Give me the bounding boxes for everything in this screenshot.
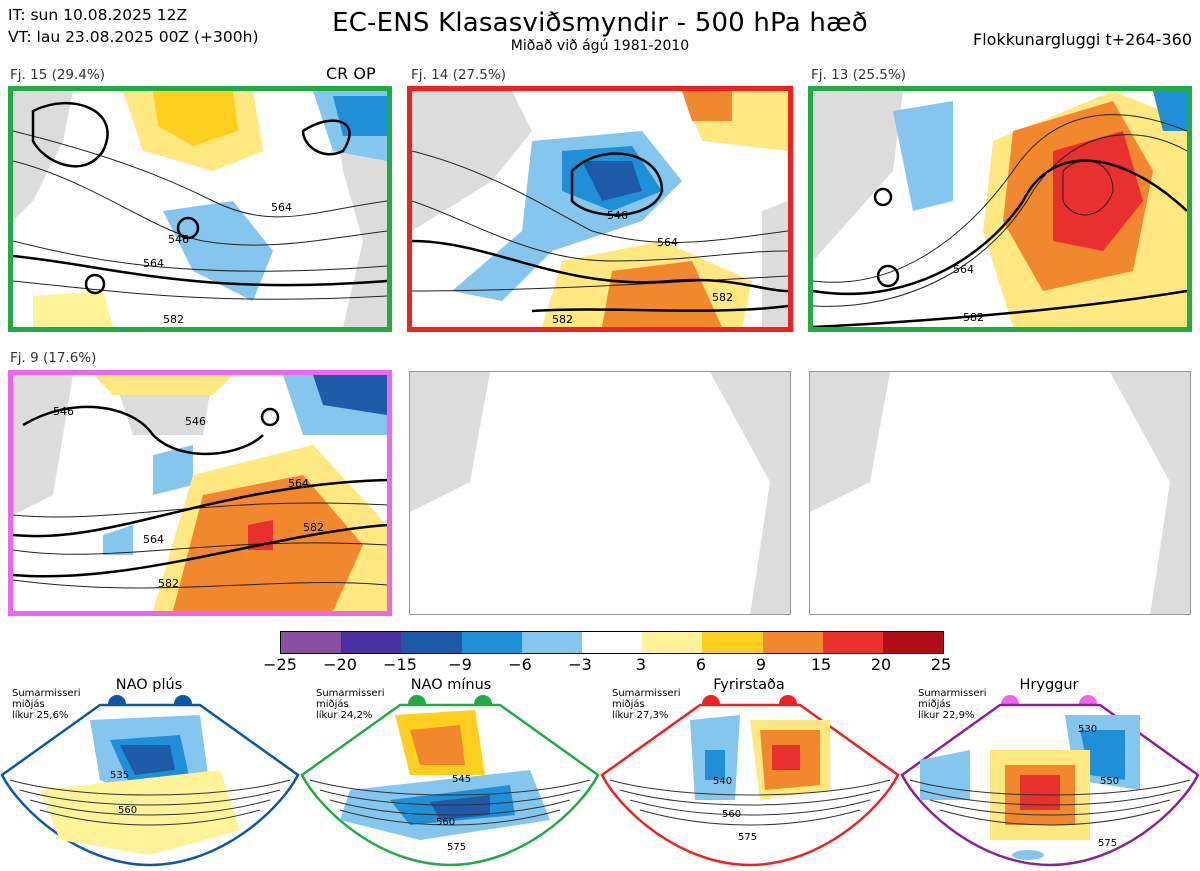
contour-label: 575 xyxy=(447,842,466,853)
colorbar-tick: 25 xyxy=(930,655,952,674)
regime-title-4: Hryggur xyxy=(1019,677,1079,693)
colorbar-tick: 3 xyxy=(635,655,647,674)
colorbar-tick: −9 xyxy=(448,655,472,674)
contour-label: 546 xyxy=(607,209,628,222)
contour-label: 582 xyxy=(552,313,573,326)
colorbar-tick: 6 xyxy=(695,655,707,674)
cluster-map-4: 546 546 564 564 582 582 xyxy=(8,370,392,616)
colorbar-tick: −15 xyxy=(383,655,417,674)
contour-label: 535 xyxy=(110,770,129,781)
header-times: IT: sun 10.08.2025 12Z VT: lau 23.08.202… xyxy=(8,4,259,48)
contour-label: 564 xyxy=(288,477,309,490)
contour-label: 560 xyxy=(118,805,137,816)
empty-map-5 xyxy=(409,371,791,615)
contour-label: 545 xyxy=(452,774,471,785)
valid-time: VT: lau 23.08.2025 00Z (+300h) xyxy=(8,28,259,46)
chart-subtitle: Miðað við ágú 1981-2010 xyxy=(510,38,690,54)
cluster-label-2: Fj. 14 (27.5%) xyxy=(411,67,506,83)
colorbar-tick: −6 xyxy=(508,655,532,674)
contour-label: 564 xyxy=(657,236,678,249)
regime-map-1: 535 560 xyxy=(0,695,300,867)
cluster-map-2: 546 564 582 582 xyxy=(407,86,793,332)
contour-label: 582 xyxy=(158,577,179,590)
colorbar xyxy=(280,631,944,654)
contour-label: 560 xyxy=(722,809,741,820)
contour-label: 575 xyxy=(1098,838,1117,849)
cluster-label-1: Fj. 15 (29.4%) xyxy=(10,67,105,83)
regime-map-2: 545 560 575 xyxy=(300,695,600,867)
colorbar-tick: 9 xyxy=(755,655,767,674)
contour-label: 530 xyxy=(1078,724,1097,735)
cluster-label-4: Fj. 9 (17.6%) xyxy=(10,350,97,366)
contour-label: 546 xyxy=(53,405,74,418)
regime-map-4: 530 550 575 xyxy=(900,695,1200,867)
colorbar-tick: −20 xyxy=(323,655,357,674)
cluster-tag-crop: CR OP xyxy=(326,64,376,83)
cluster-map-3: 564 582 xyxy=(808,86,1192,332)
contour-label: 564 xyxy=(143,257,164,270)
cluster-map-1: 546 564 564 582 xyxy=(8,86,392,332)
regime-title-1: NAO plús xyxy=(115,677,183,693)
contour-label: 582 xyxy=(712,291,733,304)
regime-info-1: Sumarmisseri miðjás líkur 25,6% xyxy=(12,688,81,721)
cluster-label-3: Fj. 13 (25.5%) xyxy=(811,67,906,83)
contour-label: 575 xyxy=(738,832,757,843)
contour-label: 546 xyxy=(185,415,206,428)
contour-label: 564 xyxy=(143,533,164,546)
regime-title-2: NAO mínus xyxy=(410,677,492,693)
regime-map-3: 540 560 575 xyxy=(600,695,900,867)
classification-window: Flokkunargluggi t+264-360 xyxy=(973,30,1192,49)
init-time: IT: sun 10.08.2025 12Z xyxy=(8,6,188,24)
empty-map-6 xyxy=(809,371,1191,615)
contour-label: 560 xyxy=(436,817,455,828)
contour-label: 564 xyxy=(271,201,292,214)
regime-info-2: Sumarmisseri miðjás líkur 24,2% xyxy=(316,688,385,721)
colorbar-tick: 20 xyxy=(870,655,892,674)
chart-title: EC-ENS Klasasviðsmyndir - 500 hPa hæð xyxy=(332,8,868,38)
contour-label: 564 xyxy=(953,263,974,276)
contour-label: 546 xyxy=(168,233,189,246)
contour-label: 582 xyxy=(303,521,324,534)
contour-label: 550 xyxy=(1100,776,1119,787)
contour-label: 582 xyxy=(963,311,984,324)
regime-title-3: Fyrirstaða xyxy=(713,677,785,693)
colorbar-tick: −25 xyxy=(263,655,297,674)
colorbar-tick: −3 xyxy=(568,655,592,674)
regime-info-3: Sumarmisseri miðjás líkur 27,3% xyxy=(612,688,681,721)
regime-info-4: Sumarmisseri miðjás líkur 22,9% xyxy=(918,688,987,721)
colorbar-tick: 15 xyxy=(810,655,832,674)
contour-label: 540 xyxy=(713,776,732,787)
contour-label: 582 xyxy=(163,313,184,326)
